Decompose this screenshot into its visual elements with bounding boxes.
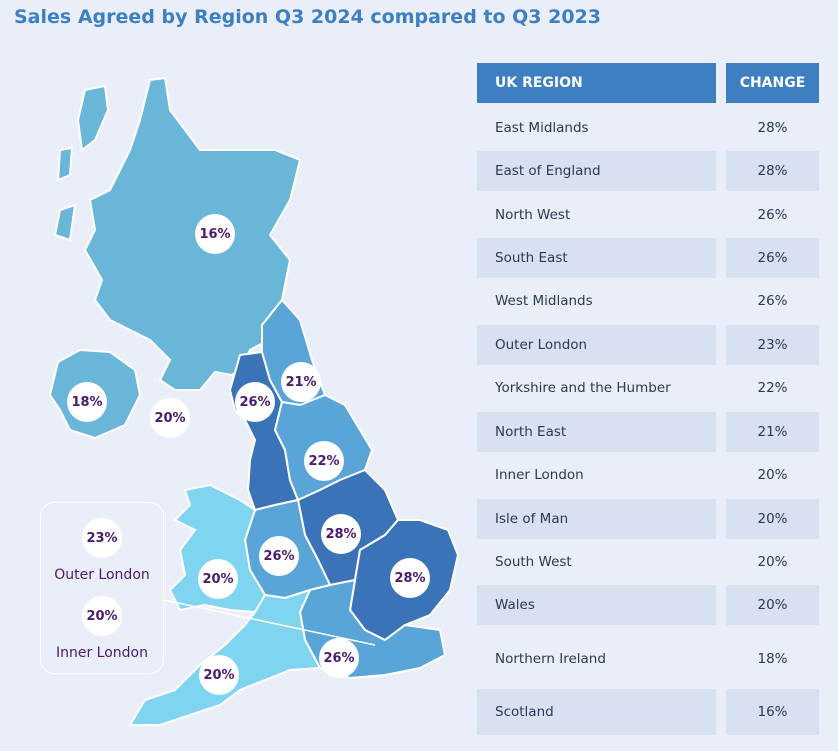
region-scotland-islands: [53, 84, 110, 242]
row-region: West Midlands: [495, 293, 593, 309]
row-change: 28%: [726, 151, 819, 191]
row-change: 20%: [757, 467, 788, 483]
badge-east-midlands: 28%: [321, 514, 361, 554]
london-pointer-line: [163, 599, 376, 646]
row-region: North East: [477, 412, 716, 452]
row-region: Scotland: [477, 689, 716, 735]
region-scotland: [83, 76, 302, 391]
badge-south-east: 26%: [319, 638, 359, 678]
badge-west-midlands: 26%: [259, 536, 299, 576]
badge-northern-ireland: 18%: [67, 382, 107, 422]
header-uk-region: UK REGION: [477, 63, 716, 103]
outer-london-label: Outer London: [54, 567, 150, 583]
badge-wales: 20%: [198, 559, 238, 599]
row-region: Yorkshire and the Humber: [495, 380, 671, 396]
row-region: Isle of Man: [477, 499, 716, 539]
badge-north-west: 26%: [235, 382, 275, 422]
row-region: Northern Ireland: [495, 651, 606, 667]
row-change: 26%: [757, 207, 788, 223]
row-change: 26%: [757, 293, 788, 309]
badge-east-of-england: 28%: [390, 558, 430, 598]
row-region: East of England: [477, 151, 716, 191]
row-region: South West: [495, 554, 572, 570]
badge-south-west: 20%: [199, 655, 239, 695]
badge-yorkshire: 22%: [304, 441, 344, 481]
row-region: North West: [495, 207, 571, 223]
badge-inner-london: 20%: [82, 596, 122, 636]
row-change: 20%: [726, 499, 819, 539]
row-region: Wales: [477, 585, 716, 625]
row-change: 18%: [757, 651, 788, 667]
row-region: Outer London: [477, 325, 716, 365]
london-inset: [40, 502, 164, 674]
badge-outer-london: 23%: [82, 518, 122, 558]
row-change: 22%: [757, 380, 788, 396]
row-change: 23%: [726, 325, 819, 365]
row-change: 20%: [726, 585, 819, 625]
row-change: 26%: [726, 238, 819, 278]
inner-london-label: Inner London: [55, 645, 148, 661]
region-wales: [168, 483, 267, 614]
row-region: East Midlands: [495, 120, 589, 136]
row-change: 28%: [757, 120, 788, 136]
row-change: 16%: [726, 689, 819, 735]
row-region: South East: [477, 238, 716, 278]
row-change: 20%: [757, 554, 788, 570]
row-region: Inner London: [495, 467, 584, 483]
header-change: CHANGE: [726, 63, 819, 103]
row-change: 21%: [726, 412, 819, 452]
badge-scotland: 16%: [195, 214, 235, 254]
badge-north-east: 21%: [281, 362, 321, 402]
page-title: Sales Agreed by Region Q3 2024 compared …: [14, 6, 602, 28]
badge-isle-of-man: 20%: [150, 398, 190, 438]
